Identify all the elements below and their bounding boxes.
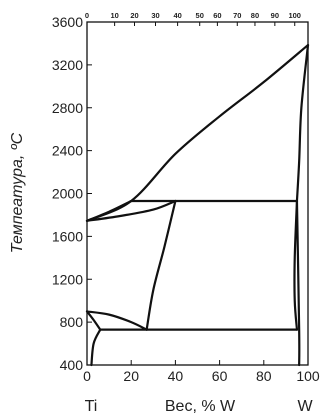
phase-curves — [85, 43, 310, 367]
x-axis-title: Вес, % W — [165, 398, 236, 415]
curve-miscibility-left — [145, 199, 177, 331]
x-tick-label: 80 — [256, 368, 272, 384]
top-tick-label: 70 — [233, 11, 241, 20]
x-tick-label: 100 — [296, 368, 320, 384]
x-tick-label: 20 — [123, 368, 139, 384]
top-tick-label: 30 — [151, 11, 159, 20]
y-tick-label: 2800 — [52, 100, 83, 116]
curve-eutectoid-left-lower — [85, 310, 102, 331]
x-tick-label: 0 — [83, 368, 91, 384]
y-tick-label: 400 — [60, 357, 84, 373]
element-right-label: W — [297, 398, 313, 415]
curve-left-lens-upper — [85, 199, 133, 222]
y-tick-label: 3600 — [52, 14, 83, 30]
y-tick-label: 2400 — [52, 143, 83, 159]
x-tick-label: 40 — [168, 368, 184, 384]
top-tick-label: 10 — [110, 11, 118, 20]
top-tick-label: 0 — [85, 11, 89, 20]
y-tick-label: 2000 — [52, 186, 83, 202]
top-tick-label: 40 — [173, 11, 181, 20]
y-axis-title: Темпеатура, ºС — [9, 132, 26, 253]
curve-alpha-boundary — [90, 328, 102, 367]
y-tick-label: 800 — [60, 314, 84, 330]
top-tick-label: 100 — [288, 11, 301, 20]
top-tick-label: 90 — [271, 11, 279, 20]
y-tick-label: 3200 — [52, 57, 83, 73]
y-tick-label: 1200 — [52, 271, 83, 287]
top-tick-label: 50 — [196, 11, 204, 20]
curve-miscibility-right — [293, 199, 299, 331]
x-tick-label: 60 — [212, 368, 228, 384]
top-tick-label: 60 — [213, 11, 221, 20]
curve-eutectoid-left-upper — [85, 310, 148, 331]
curve-left-lens-lower — [85, 199, 177, 222]
top-tick-label: 20 — [130, 11, 138, 20]
curve-w-solvus — [295, 199, 301, 367]
curve-solidus — [295, 43, 310, 203]
curve-liquidus — [85, 43, 310, 222]
top-tick-label: 80 — [251, 11, 259, 20]
y-tick-label: 1600 — [52, 228, 83, 244]
axis-ticks — [86, 21, 309, 366]
element-left-label: Ti — [85, 398, 98, 415]
